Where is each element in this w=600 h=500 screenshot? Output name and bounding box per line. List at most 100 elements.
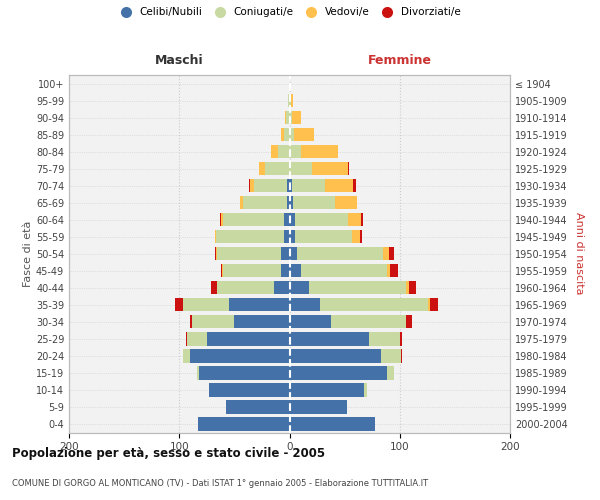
Bar (254, 179, 287, 192)
Bar (428, 298, 430, 312)
Bar (286, 111, 290, 124)
Bar (222, 264, 223, 278)
Bar (290, 298, 320, 312)
Bar (284, 213, 290, 226)
Bar (369, 332, 400, 345)
Bar (400, 332, 402, 345)
Bar (271, 145, 278, 158)
Bar (274, 281, 290, 294)
Bar (250, 179, 254, 192)
Bar (182, 298, 229, 312)
Bar (430, 298, 439, 312)
Bar (281, 247, 290, 260)
Bar (295, 230, 352, 243)
Bar (352, 230, 360, 243)
Bar (297, 247, 383, 260)
Bar (223, 213, 284, 226)
Bar (364, 384, 367, 396)
Bar (390, 264, 398, 278)
Bar (287, 196, 290, 209)
Bar (175, 298, 182, 312)
Bar (215, 230, 284, 243)
Bar (209, 384, 290, 396)
Bar (190, 315, 193, 328)
Bar (348, 213, 361, 226)
Bar (215, 247, 217, 260)
Bar (211, 281, 217, 294)
Bar (221, 264, 222, 278)
Text: COMUNE DI GORGO AL MONTICANO (TV) - Dati ISTAT 1° gennaio 2005 - Elaborazione TU: COMUNE DI GORGO AL MONTICANO (TV) - Dati… (12, 479, 428, 488)
Bar (207, 332, 290, 345)
Bar (281, 264, 290, 278)
Bar (290, 94, 293, 107)
Bar (223, 264, 281, 278)
Bar (290, 247, 297, 260)
Bar (290, 366, 386, 380)
Bar (289, 94, 290, 107)
Text: Femmine: Femmine (368, 54, 432, 68)
Bar (348, 162, 349, 175)
Bar (295, 213, 348, 226)
Bar (383, 247, 389, 260)
Bar (285, 111, 286, 124)
Bar (290, 315, 331, 328)
Bar (290, 196, 293, 209)
Bar (353, 179, 356, 192)
Bar (217, 247, 281, 260)
Bar (301, 145, 338, 158)
Bar (290, 332, 369, 345)
Bar (310, 281, 406, 294)
Bar (284, 128, 290, 141)
Bar (187, 332, 207, 345)
Bar (335, 196, 357, 209)
Bar (290, 162, 311, 175)
Bar (389, 247, 394, 260)
Bar (221, 213, 223, 226)
Bar (290, 350, 381, 362)
Bar (311, 162, 348, 175)
Bar (217, 281, 274, 294)
Bar (197, 366, 199, 380)
Bar (290, 179, 292, 192)
Bar (381, 350, 401, 362)
Bar (292, 111, 301, 124)
Bar (281, 128, 284, 141)
Bar (193, 315, 235, 328)
Bar (259, 162, 265, 175)
Bar (294, 128, 314, 141)
Bar (406, 281, 409, 294)
Bar (190, 350, 290, 362)
Bar (290, 400, 347, 413)
Bar (325, 179, 353, 192)
Bar (290, 111, 292, 124)
Legend: Celibi/Nubili, Coniugati/e, Vedovi/e, Divorziati/e: Celibi/Nubili, Coniugati/e, Vedovi/e, Di… (113, 5, 463, 20)
Bar (226, 400, 290, 413)
Bar (287, 179, 290, 192)
Bar (249, 179, 250, 192)
Bar (401, 350, 402, 362)
Bar (284, 230, 290, 243)
Bar (199, 366, 290, 380)
Bar (331, 315, 406, 328)
Bar (301, 264, 386, 278)
Bar (292, 179, 325, 192)
Bar (293, 196, 335, 209)
Bar (278, 145, 290, 158)
Y-axis label: Fasce di età: Fasce di età (23, 220, 33, 287)
Bar (290, 230, 295, 243)
Bar (229, 298, 290, 312)
Bar (290, 128, 294, 141)
Bar (386, 366, 394, 380)
Bar (290, 145, 301, 158)
Bar (290, 213, 295, 226)
Bar (265, 162, 290, 175)
Bar (320, 298, 428, 312)
Bar (198, 418, 290, 430)
Y-axis label: Anni di nascita: Anni di nascita (574, 212, 584, 295)
Text: Maschi: Maschi (155, 54, 203, 68)
Bar (220, 213, 221, 226)
Bar (361, 213, 364, 226)
Bar (186, 332, 187, 345)
Bar (243, 196, 287, 209)
Text: Popolazione per età, sesso e stato civile - 2005: Popolazione per età, sesso e stato civil… (12, 448, 325, 460)
